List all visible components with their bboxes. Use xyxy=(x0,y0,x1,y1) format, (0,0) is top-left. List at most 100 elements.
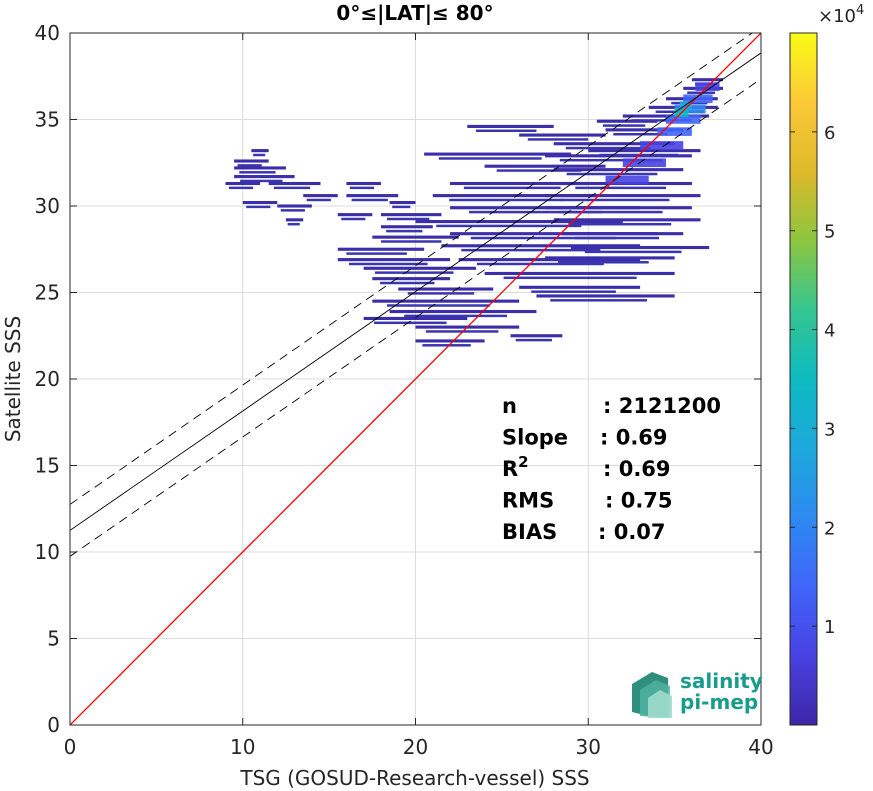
density-cell xyxy=(348,262,428,266)
density-cell xyxy=(363,316,468,321)
density-cell xyxy=(415,339,485,343)
density-cell xyxy=(461,248,601,252)
density-cell xyxy=(242,200,278,205)
density-cell xyxy=(605,128,684,132)
density-cell xyxy=(374,321,447,325)
density-cell xyxy=(380,281,435,285)
logo-text-salinity: salinity xyxy=(680,669,763,693)
density-cell xyxy=(691,78,723,82)
density-cell xyxy=(346,181,381,186)
density-core-cell xyxy=(665,115,701,124)
y-tick-label: 30 xyxy=(35,194,60,218)
density-cell xyxy=(372,235,459,239)
density-cell xyxy=(234,175,295,179)
density-cell xyxy=(277,204,312,208)
density-cell xyxy=(306,198,331,202)
x-tick-label: 40 xyxy=(748,735,773,759)
density-cell xyxy=(527,138,589,141)
density-core-cell xyxy=(683,94,713,104)
identity-line xyxy=(70,33,761,725)
density-cell xyxy=(251,149,269,153)
density-cell xyxy=(450,232,658,236)
density-cell xyxy=(553,168,684,172)
density-cell xyxy=(225,181,261,186)
density-cell xyxy=(566,172,658,176)
y-tick-label: 40 xyxy=(35,21,60,45)
density-core-cell xyxy=(640,141,684,150)
density-cell xyxy=(574,236,660,240)
density-cell xyxy=(613,132,668,136)
density-cell xyxy=(349,186,375,190)
density-cell xyxy=(584,250,682,254)
density-core-cell xyxy=(679,101,692,110)
colorbar-tick-label: 6 xyxy=(824,123,835,144)
density-cell xyxy=(380,225,433,229)
regression-line xyxy=(70,52,761,531)
density-cell xyxy=(436,224,582,228)
colorbar-tick-label: 1 xyxy=(824,617,835,638)
density-cell xyxy=(386,217,430,221)
x-axis-title: TSG (GOSUD-Research-vessel) SSS xyxy=(239,766,589,790)
density-cell xyxy=(562,232,684,236)
y-tick-label: 25 xyxy=(35,281,60,305)
stat-label: Slope xyxy=(502,426,568,450)
density-cell xyxy=(407,292,475,295)
density-cell xyxy=(476,262,604,266)
logo-text-pimep: pi-mep xyxy=(680,690,758,714)
density-heatmap xyxy=(225,78,723,347)
density-cell xyxy=(380,213,442,217)
y-tick-label: 10 xyxy=(35,540,60,564)
density-cell xyxy=(596,119,658,123)
density-cell xyxy=(303,194,338,198)
density-cell xyxy=(392,205,411,209)
density-cell xyxy=(380,240,442,243)
colorbar-tick-label: 3 xyxy=(824,419,835,440)
density-cell xyxy=(363,266,476,270)
density-cell xyxy=(531,290,616,293)
stat-label: BIAS xyxy=(502,520,557,544)
density-cell xyxy=(389,200,416,205)
density-cell xyxy=(341,217,366,221)
density-cell xyxy=(438,157,542,160)
upper-confidence-line xyxy=(70,33,754,505)
density-core-cell xyxy=(622,158,666,168)
density-cell xyxy=(545,194,701,198)
density-cell xyxy=(240,179,283,183)
density-cell xyxy=(469,210,603,214)
density-cell xyxy=(602,124,646,127)
stat-value: : 0.69 xyxy=(600,426,668,450)
density-cell xyxy=(545,256,675,260)
colorbar-tick-label: 5 xyxy=(824,222,835,243)
density-cell xyxy=(398,287,494,291)
density-cell xyxy=(467,124,554,128)
density-cell xyxy=(515,338,552,342)
density-cell xyxy=(510,334,563,338)
density-cell xyxy=(346,252,407,255)
density-cell xyxy=(237,164,262,167)
density-cell xyxy=(575,186,666,190)
stat-label: R2 xyxy=(502,453,529,481)
colorbar-ticks: 1 2 3 4 5 6 xyxy=(790,123,835,638)
density-cell xyxy=(568,222,672,226)
density-cell xyxy=(536,294,675,298)
x-tick-label: 30 xyxy=(576,735,601,759)
density-cell xyxy=(560,198,670,202)
density-core-cell xyxy=(657,127,692,136)
density-cell xyxy=(351,198,388,202)
density-cell xyxy=(374,271,454,274)
stat-value: : 0.69 xyxy=(603,457,671,481)
density-cell xyxy=(631,119,692,122)
density-cell xyxy=(404,314,508,318)
y-tick-label: 0 xyxy=(47,713,60,737)
x-tick-label: 20 xyxy=(403,735,428,759)
density-cell xyxy=(234,159,269,163)
density-cell xyxy=(496,169,582,172)
density-cell xyxy=(372,277,451,281)
density-cell xyxy=(463,186,561,190)
density-cell xyxy=(228,186,254,190)
density-cell xyxy=(287,222,300,226)
density-cell xyxy=(234,166,286,170)
density-core-cell xyxy=(605,175,649,185)
salinity-pimep-logo: salinity pi-mep xyxy=(632,669,763,718)
